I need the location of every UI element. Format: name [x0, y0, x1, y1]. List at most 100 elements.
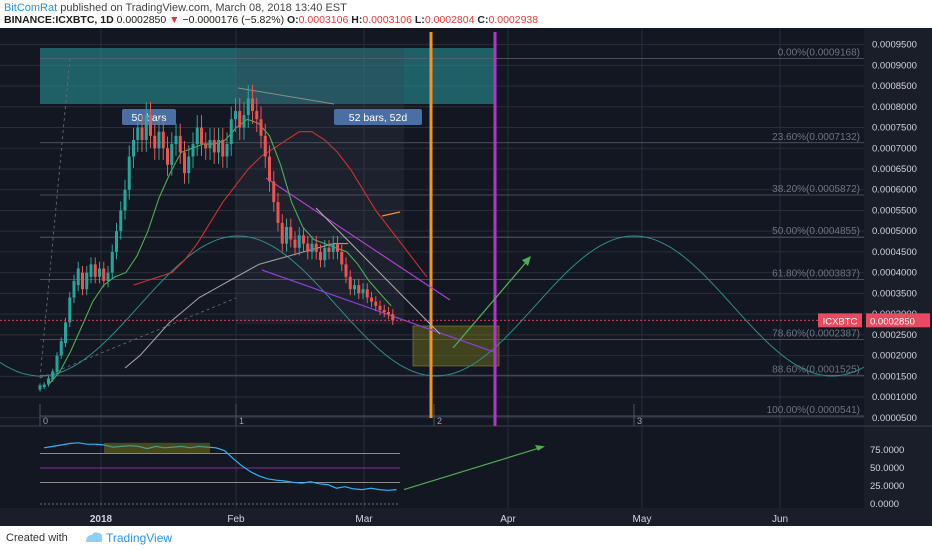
candle-body: [302, 235, 305, 244]
candle-body: [170, 144, 174, 165]
candle-body: [174, 135, 178, 145]
candle-body: [68, 297, 72, 323]
fib-level-label: 23.60%(0.0007132): [772, 132, 860, 143]
bars-label-text: 52 bars, 52d: [349, 112, 408, 124]
price-tick-label: 0.0001000: [872, 392, 917, 403]
candle-body: [323, 247, 327, 261]
rsi-arrow-head-icon: [535, 445, 545, 451]
candle-body: [234, 110, 237, 120]
candle-body: [81, 272, 84, 290]
price-tick-label: 0.0009000: [872, 60, 917, 71]
candle-body: [242, 115, 246, 128]
rsi-tick-label: 75.0000: [870, 445, 904, 456]
candle-body: [200, 127, 203, 145]
candle-body: [144, 115, 148, 140]
candle-body: [59, 341, 63, 356]
price-tick-label: 0.0006000: [872, 185, 917, 196]
candle-body: [255, 110, 259, 120]
candle-body: [263, 135, 267, 157]
price-tick-label: 0.0006500: [872, 164, 917, 175]
candle-body: [293, 239, 297, 248]
candle-body: [221, 139, 225, 157]
time-tick-label: Apr: [500, 514, 516, 525]
dashed-diagonal: [39, 297, 237, 379]
open-label: O:: [287, 14, 299, 26]
candle-body: [297, 235, 301, 248]
fib-level-label: 61.80%(0.0003837): [772, 268, 860, 279]
candle-body: [47, 378, 50, 385]
candle-body: [344, 264, 348, 277]
candle-body: [149, 115, 152, 136]
price-tick-label: 0.0003500: [872, 288, 917, 299]
candle-body: [374, 301, 378, 306]
close-label: C:: [477, 14, 489, 26]
candle-body: [183, 152, 186, 174]
candle-body: [132, 139, 135, 157]
price-tag-bg: [866, 313, 930, 328]
candle-body: [387, 312, 390, 315]
rsi-arrow-line: [403, 447, 541, 491]
time-tick-label: May: [633, 514, 652, 525]
candle-body: [361, 289, 365, 294]
date-range-shade: [236, 48, 404, 324]
fib-level-label: 88.60%(0.0001525): [772, 364, 860, 375]
tradingview-brand[interactable]: TradingView: [106, 531, 173, 545]
price-chart[interactable]: 0.00%(0.0009168) 23.60%(0.0007132) 38.20%(…: [0, 28, 932, 526]
rsi-line: [43, 442, 397, 491]
candle-body: [319, 251, 322, 261]
candle-body: [89, 264, 93, 277]
candle-body: [365, 289, 369, 298]
price-tick-label: 0.0005500: [872, 205, 917, 216]
rsi-tick-label: 0.0000: [870, 499, 899, 510]
ohlc-line: BINANCE:ICXBTC, 1D 0.0002850 ▼ −0.000017…: [4, 14, 538, 26]
rsi-overbought-fill: [104, 442, 210, 454]
candle-body: [115, 231, 118, 252]
cycle-label: 2: [437, 416, 442, 426]
candle-body: [229, 119, 233, 145]
price-tick-label: 0.0004000: [872, 268, 917, 279]
buy-zone: [412, 325, 500, 367]
candle-body: [187, 156, 191, 174]
bars-label-2: 52 bars, 52d: [334, 109, 422, 125]
fib-level-label: 78.60%(0.0002387): [772, 329, 860, 340]
candle-body: [340, 251, 344, 265]
trend-line: [315, 207, 441, 335]
target-zone: [40, 48, 494, 104]
publish-line: BitComRat published on TradingView.com, …: [4, 2, 347, 14]
candle-body: [98, 268, 101, 277]
tradingview-logo-icon: [86, 532, 103, 542]
publish-info: published on TradingView.com, March 08, …: [60, 2, 347, 14]
candle-body: [85, 272, 89, 290]
author-link[interactable]: BitComRat: [4, 2, 58, 14]
candle-body: [123, 189, 127, 211]
ma-slow-line: [133, 131, 428, 286]
candle-body: [225, 144, 229, 157]
candle-body: [331, 243, 335, 252]
candle-body: [370, 297, 373, 302]
created-with-label: Created with: [6, 532, 68, 544]
candle-body: [42, 384, 46, 388]
fib-level-label: 100.00%(0.0000541): [767, 405, 860, 416]
candle-body: [204, 144, 208, 149]
cycle-label: 0: [43, 416, 48, 426]
price-tick-label: 0.0004500: [872, 247, 917, 258]
time-tick-label: Jun: [772, 514, 788, 525]
candle-body: [72, 280, 76, 298]
candle-body: [268, 156, 271, 182]
symbol-tag-bg: [818, 313, 862, 328]
high-label: H:: [351, 14, 363, 26]
candle-body: [157, 131, 161, 149]
candle-body: [357, 285, 361, 294]
candle-body: [161, 131, 165, 149]
candle-body: [127, 156, 131, 190]
candle-body: [178, 135, 182, 153]
rsi-tick-label: 50.0000: [870, 463, 904, 474]
candle-body: [238, 110, 242, 128]
candle-body: [166, 148, 169, 165]
high-value: 0.0003106: [362, 14, 412, 26]
top-trend-line: [237, 87, 335, 105]
price-tick-label: 0.0009500: [872, 40, 917, 51]
change-value: −0.0000176 (−5.82%): [182, 14, 285, 26]
candle-body: [251, 98, 254, 111]
time-axis: [0, 508, 864, 526]
